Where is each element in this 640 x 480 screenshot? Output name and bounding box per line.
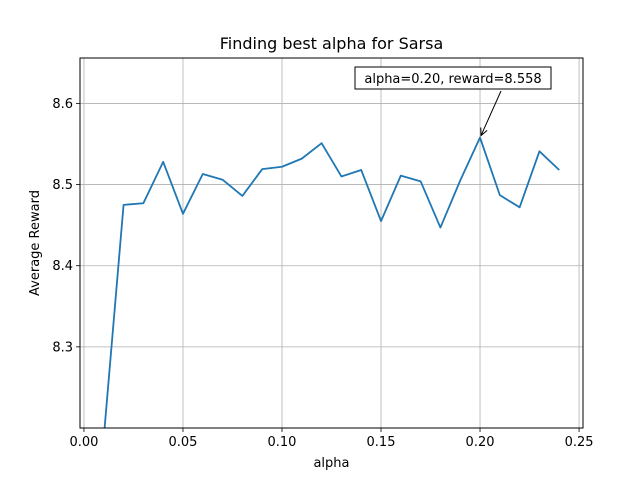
series-group bbox=[103, 136, 560, 428]
x-tick-label: 0.15 bbox=[367, 435, 396, 450]
annotation-box bbox=[354, 66, 552, 90]
x-tick-label: 0.05 bbox=[168, 435, 197, 450]
x-axis-ticks: 0.00 0.05 0.10 0.15 0.20 0.25 bbox=[69, 428, 594, 450]
annotation: alpha=0.20, reward=8.558 bbox=[354, 66, 552, 137]
x-tick-label: 0.00 bbox=[69, 435, 98, 450]
grid bbox=[80, 58, 583, 428]
series-line bbox=[103, 136, 560, 428]
y-tick-label: 8.6 bbox=[52, 97, 73, 112]
annotation-arrow bbox=[480, 90, 502, 136]
plot-frame bbox=[79, 57, 584, 429]
x-tick-label: 0.25 bbox=[565, 435, 594, 450]
x-axis-label: alpha bbox=[313, 456, 349, 471]
y-tick-label: 8.5 bbox=[52, 178, 73, 193]
chart-title: Finding best alpha for Sarsa bbox=[220, 34, 444, 53]
annotation-arrowhead bbox=[480, 127, 488, 137]
y-axis-label: Average Reward bbox=[28, 190, 43, 296]
y-axis-ticks: 8.3 8.4 8.5 8.6 bbox=[52, 97, 80, 355]
x-tick-label: 0.10 bbox=[268, 435, 297, 450]
x-tick-label: 0.20 bbox=[466, 435, 495, 450]
annotation-text: alpha=0.20, reward=8.558 bbox=[364, 72, 541, 87]
y-tick-label: 8.4 bbox=[52, 259, 73, 274]
y-tick-label: 8.3 bbox=[52, 340, 73, 355]
